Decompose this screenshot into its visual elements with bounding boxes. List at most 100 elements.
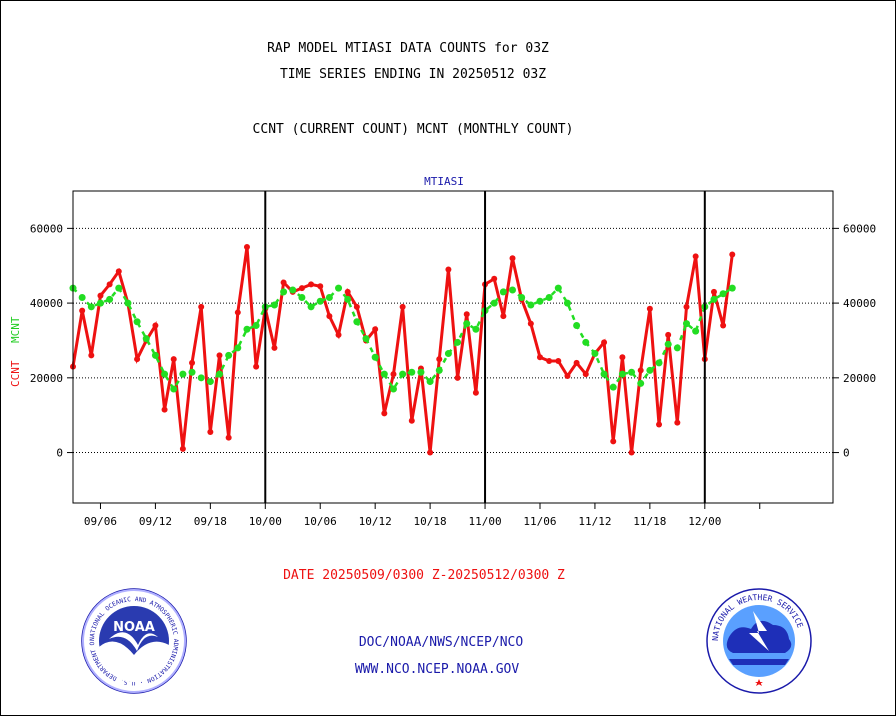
point-mcnt xyxy=(380,370,388,378)
point-ccnt xyxy=(509,255,516,262)
org-link[interactable]: DOC/NOAA/NWS/NCEP/NCO xyxy=(359,635,524,650)
point-mcnt xyxy=(298,293,306,301)
point-ccnt xyxy=(500,313,507,320)
point-mcnt xyxy=(728,284,736,292)
point-mcnt xyxy=(325,293,333,301)
point-mcnt xyxy=(335,284,343,292)
point-ccnt xyxy=(234,309,241,316)
point-ccnt xyxy=(610,438,617,445)
point-ccnt xyxy=(280,279,287,286)
point-ccnt xyxy=(692,253,699,260)
point-mcnt xyxy=(490,299,498,307)
plot-title: MTIASI xyxy=(424,175,464,188)
point-ccnt xyxy=(97,292,104,299)
point-mcnt xyxy=(609,383,617,391)
point-ccnt xyxy=(564,372,571,379)
point-ccnt xyxy=(463,311,470,318)
point-ccnt xyxy=(555,358,562,365)
point-ccnt xyxy=(152,322,159,329)
point-mcnt xyxy=(472,325,480,333)
y-axis-label-mcnt: MCNT xyxy=(9,316,22,343)
point-ccnt xyxy=(79,307,86,314)
xtick-label: 12/00 xyxy=(688,515,721,528)
point-ccnt xyxy=(106,281,113,288)
point-ccnt xyxy=(298,285,305,292)
point-mcnt xyxy=(96,299,104,307)
chart-subtitle: CCNT (CURRENT COUNT) MCNT (MONTHLY COUNT… xyxy=(253,122,574,137)
point-ccnt xyxy=(390,371,397,378)
point-mcnt xyxy=(399,370,407,378)
plot-layer xyxy=(69,244,736,456)
ytick-label-left: 40000 xyxy=(30,297,63,310)
point-mcnt xyxy=(655,359,663,367)
point-mcnt xyxy=(582,338,590,346)
point-ccnt xyxy=(408,417,415,424)
point-mcnt xyxy=(216,370,224,378)
star-icon xyxy=(755,679,763,686)
point-ccnt xyxy=(729,251,736,258)
point-ccnt xyxy=(134,356,141,363)
ytick-label-left: 20000 xyxy=(30,372,63,385)
point-mcnt xyxy=(270,301,278,309)
point-mcnt xyxy=(573,322,581,330)
point-ccnt xyxy=(372,326,379,333)
point-mcnt xyxy=(280,288,288,296)
point-mcnt xyxy=(563,299,571,307)
point-ccnt xyxy=(198,303,205,310)
xtick-label: 10/00 xyxy=(249,515,282,528)
point-mcnt xyxy=(371,353,379,361)
xtick-label: 11/18 xyxy=(633,515,666,528)
point-mcnt xyxy=(591,350,599,358)
point-mcnt xyxy=(316,297,324,305)
point-mcnt xyxy=(545,293,553,301)
nws-logo: NATIONAL WEATHER SERVICE xyxy=(706,588,812,694)
point-ccnt xyxy=(179,445,186,452)
point-ccnt xyxy=(326,313,333,320)
ytick-label-right: 60000 xyxy=(843,222,876,235)
y-axis-label-ccnt: CCNT xyxy=(9,360,22,387)
point-mcnt xyxy=(646,366,654,374)
point-mcnt xyxy=(289,286,297,294)
point-mcnt xyxy=(142,335,150,343)
point-mcnt xyxy=(252,322,260,330)
plot-border xyxy=(72,190,834,504)
point-mcnt xyxy=(499,288,507,296)
point-ccnt xyxy=(436,356,443,363)
website-link[interactable]: WWW.NCO.NCEP.NOAA.GOV xyxy=(355,662,520,677)
point-mcnt xyxy=(344,295,352,303)
point-ccnt xyxy=(225,434,232,441)
point-mcnt xyxy=(719,290,727,298)
point-mcnt xyxy=(554,284,562,292)
point-ccnt xyxy=(628,449,635,456)
point-mcnt xyxy=(673,344,681,352)
point-mcnt xyxy=(78,293,86,301)
point-mcnt xyxy=(234,344,242,352)
point-mcnt xyxy=(243,325,251,333)
xtick-label: 10/06 xyxy=(304,515,337,528)
ytick-label-left: 60000 xyxy=(30,222,63,235)
point-mcnt xyxy=(362,335,370,343)
point-ccnt xyxy=(665,331,672,338)
xtick-label: 10/18 xyxy=(414,515,447,528)
date-range-label: DATE 20250509/0300 Z-20250512/0300 Z xyxy=(283,568,565,583)
point-mcnt xyxy=(518,293,526,301)
point-ccnt xyxy=(582,371,589,378)
point-mcnt xyxy=(637,379,645,387)
xtick-label: 09/06 xyxy=(84,515,117,528)
point-mcnt xyxy=(600,370,608,378)
point-mcnt xyxy=(389,385,397,393)
xtick-label: 09/12 xyxy=(139,515,172,528)
point-ccnt xyxy=(317,283,324,290)
point-ccnt xyxy=(546,358,553,365)
point-ccnt xyxy=(189,359,196,366)
point-ccnt xyxy=(161,406,168,413)
point-mcnt xyxy=(454,338,462,346)
point-ccnt xyxy=(216,352,223,359)
point-mcnt xyxy=(188,368,196,376)
point-ccnt xyxy=(573,359,580,366)
point-ccnt xyxy=(710,288,717,295)
point-ccnt xyxy=(601,339,608,346)
axis-layer: 0 0 20000 20000 40000 40000 60000 60000 09/06 09/… xyxy=(30,190,876,528)
series-line-ccnt xyxy=(71,246,734,453)
